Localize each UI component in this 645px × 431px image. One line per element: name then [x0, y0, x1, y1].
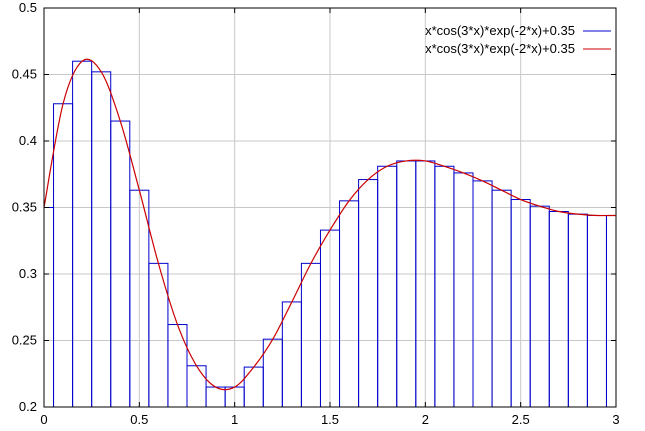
- histogram-bar: [205, 386, 226, 408]
- x-tick-label: 1.5: [321, 412, 339, 427]
- y-tick-label: 0.25: [12, 333, 37, 348]
- histogram-bar: [72, 60, 93, 408]
- histogram-bar: [339, 200, 360, 408]
- histogram-bar: [91, 71, 112, 408]
- x-tick-label: 2.5: [512, 412, 530, 427]
- legend-label-histogram: x*cos(3*x)*exp(-2*x)+0.35: [425, 23, 575, 38]
- x-tick-label: 0: [40, 412, 47, 427]
- histogram-bar: [529, 205, 550, 408]
- histogram-bar: [167, 324, 188, 408]
- histogram-bar: [548, 210, 569, 408]
- histogram-bar: [396, 160, 417, 408]
- histogram-bar: [300, 262, 321, 408]
- histogram-bar: [281, 301, 302, 408]
- histogram-bar: [110, 120, 131, 408]
- y-tick-label: 0.3: [19, 266, 37, 281]
- histogram-bar: [377, 165, 398, 408]
- histogram-bar: [43, 207, 55, 408]
- legend: x*cos(3*x)*exp(-2*x)+0.35 x*cos(3*x)*exp…: [425, 23, 611, 56]
- y-tick-label: 0.4: [19, 133, 37, 148]
- histogram-bar: [453, 172, 474, 408]
- y-tick-label: 0.45: [12, 67, 37, 82]
- x-tick-label: 1: [231, 412, 238, 427]
- x-tick-label: 2: [422, 412, 429, 427]
- curve-line: [43, 58, 617, 391]
- y-tick-label: 0.5: [19, 0, 37, 15]
- x-tick-label: 3: [612, 412, 619, 427]
- histogram-bar: [605, 214, 617, 408]
- histogram-bar: [434, 165, 455, 408]
- histogram-bar: [586, 214, 607, 408]
- histogram-bar: [567, 213, 588, 408]
- histogram-bar: [491, 189, 512, 408]
- axis-ticks: 0 0.5 1 1.5 2 2.5 3 0.2 0.25 0.3 0.35 0.4 0.45 0.5: [12, 0, 620, 427]
- y-tick-label: 0.2: [19, 399, 37, 414]
- histogram-bar: [186, 365, 207, 408]
- x-tick-label: 0.5: [130, 412, 148, 427]
- grid-lines: [44, 8, 616, 407]
- histogram-bar: [53, 103, 74, 408]
- y-tick-label: 0.35: [12, 200, 37, 215]
- histogram-bar: [358, 179, 379, 408]
- histogram-bar: [472, 180, 493, 408]
- histogram-bar: [243, 366, 264, 408]
- legend-label-curve: x*cos(3*x)*exp(-2*x)+0.35: [425, 41, 575, 56]
